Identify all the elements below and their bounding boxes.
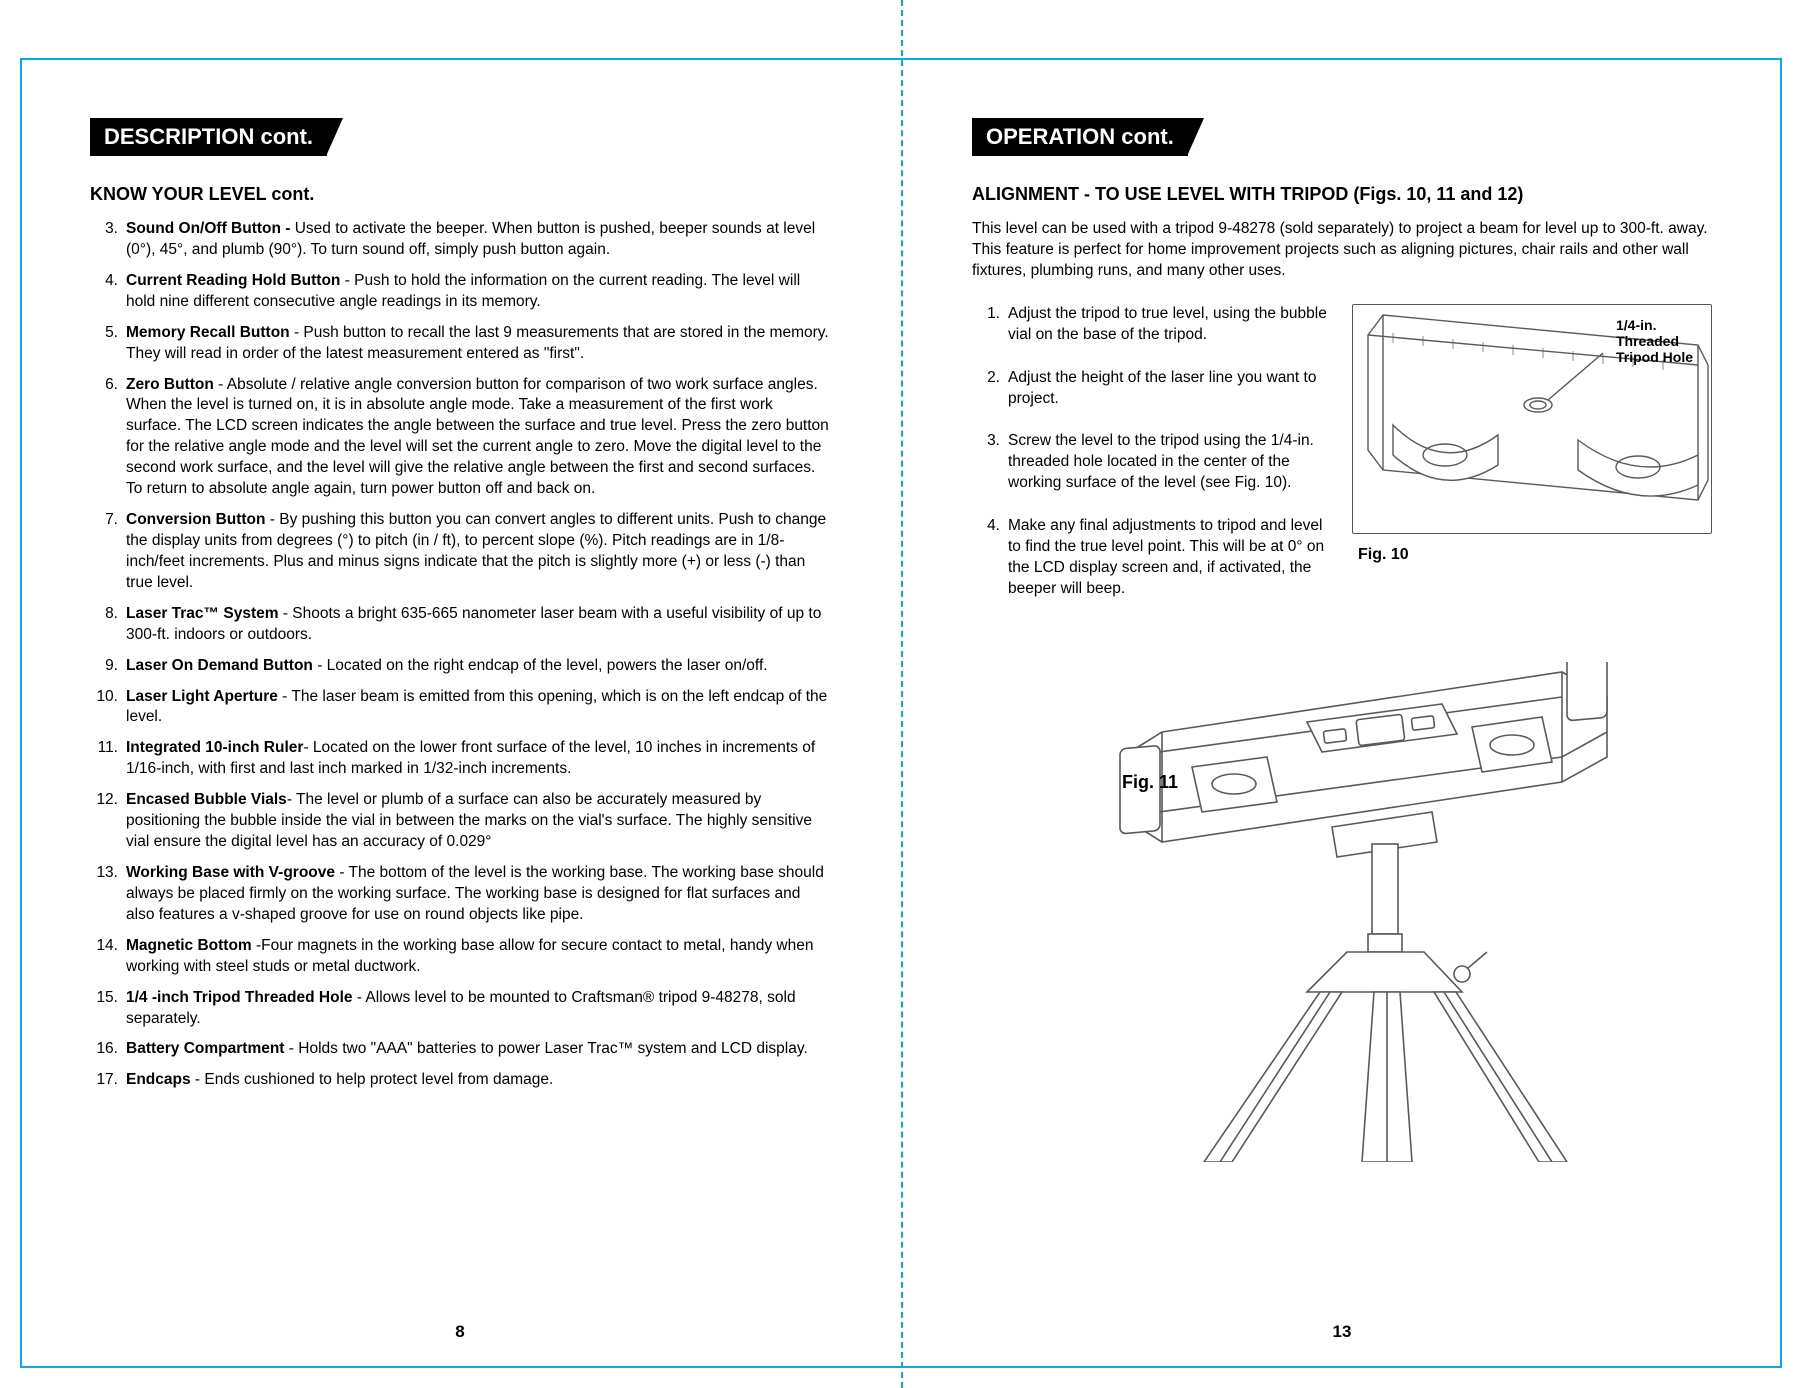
feature-item: 13.Working Base with V-groove - The bott… xyxy=(90,863,830,926)
feature-item: 7.Conversion Button - By pushing this bu… xyxy=(90,510,830,594)
figure-10: 1/4-in. Threaded Tripod Hole xyxy=(1352,304,1712,534)
item-body: - Ends cushioned to help protect level f… xyxy=(191,1071,554,1088)
fig11-caption: Fig. 11 xyxy=(1122,772,1178,793)
section-header-right: OPERATION cont. xyxy=(972,118,1188,156)
fig10-annot-1: 1/4-in. xyxy=(1616,317,1656,333)
feature-item: 14.Magnetic Bottom -Four magnets in the … xyxy=(90,936,830,978)
step-item: 2. Adjust the height of the laser line yo… xyxy=(972,368,1332,410)
feature-item: 16. Battery Compartment - Holds two "AAA"… xyxy=(90,1039,830,1060)
item-number: 17. xyxy=(90,1070,118,1091)
item-term: Laser Light Aperture xyxy=(126,688,278,705)
step-item: 4. Make any final adjustments to tripod a… xyxy=(972,516,1332,600)
item-term: Sound On/Off Button - xyxy=(126,220,295,237)
item-term: Current Reading Hold Button xyxy=(126,272,340,289)
page-number-left: 8 xyxy=(20,1322,900,1342)
step-body: Adjust the height of the laser line you … xyxy=(1008,369,1316,407)
feature-item: 11.Integrated 10-inch Ruler- Located on … xyxy=(90,738,830,780)
feature-item: 6. Zero Button - Absolute / relative angl… xyxy=(90,375,830,501)
fig10-caption: Fig. 10 xyxy=(1358,546,1409,564)
feature-item: 17. Endcaps - Ends cushioned to help prot… xyxy=(90,1070,830,1091)
item-number: 11. xyxy=(90,738,118,759)
step-item: 1. Adjust the tripod to true level, using… xyxy=(972,304,1332,346)
right-page: OPERATION cont. ALIGNMENT - TO USE LEVEL… xyxy=(902,58,1782,1368)
item-term: Working Base with V-groove xyxy=(126,864,335,881)
item-term: Endcaps xyxy=(126,1071,191,1088)
feature-item: 4.Current Reading Hold Button - Push to … xyxy=(90,271,830,313)
item-term: Laser On Demand Button xyxy=(126,657,313,674)
item-number: 13. xyxy=(90,863,118,884)
fig10-annot-3: Tripod Hole xyxy=(1616,349,1693,365)
item-number: 9. xyxy=(90,656,118,677)
item-number: 10. xyxy=(90,687,118,708)
item-term: Battery Compartment xyxy=(126,1040,284,1057)
figure-11-svg xyxy=(1062,662,1622,1162)
page-number-right: 13 xyxy=(902,1322,1782,1342)
item-number: 7. xyxy=(90,510,118,531)
item-body: - Holds two "AAA" batteries to power Las… xyxy=(284,1040,807,1057)
item-term: Laser Trac™ System xyxy=(126,605,279,622)
item-number: 14. xyxy=(90,936,118,957)
item-number: 3. xyxy=(90,219,118,240)
feature-item: 9. Laser On Demand Button - Located on th… xyxy=(90,656,830,677)
item-number: 15. xyxy=(90,988,118,1009)
step-number: 1. xyxy=(972,304,1000,325)
item-body: - Absolute / relative angle conversion b… xyxy=(126,376,829,498)
figure-10-box: 1/4-in. Threaded Tripod Hole Fig. 10 xyxy=(1352,304,1712,534)
item-term: Integrated 10-inch Ruler xyxy=(126,739,303,756)
item-body: - Located on the right endcap of the lev… xyxy=(313,657,768,674)
item-number: 6. xyxy=(90,375,118,396)
item-number: 16. xyxy=(90,1039,118,1060)
fig10-annot-2: Threaded xyxy=(1616,333,1679,349)
feature-list: 3.Sound On/Off Button - Used to activate… xyxy=(90,219,830,1091)
intro-paragraph: This level can be used with a tripod 9-4… xyxy=(972,219,1712,282)
fig10-annotation: 1/4-in. Threaded Tripod Hole xyxy=(1616,317,1693,365)
item-term: Magnetic Bottom xyxy=(126,937,252,954)
item-term: Conversion Button xyxy=(126,511,266,528)
step-body: Make any final adjustments to tripod and… xyxy=(1008,517,1324,597)
item-number: 8. xyxy=(90,604,118,625)
step-number: 4. xyxy=(972,516,1000,537)
alignment-steps: 1. Adjust the tripod to true level, using… xyxy=(972,304,1332,622)
item-term: 1/4 -inch Tripod Threaded Hole xyxy=(126,989,353,1006)
step-body: Screw the level to the tripod using the … xyxy=(1008,432,1314,491)
item-number: 4. xyxy=(90,271,118,292)
item-number: 5. xyxy=(90,323,118,344)
feature-item: 8.Laser Trac™ System - Shoots a bright 6… xyxy=(90,604,830,646)
step-body: Adjust the tripod to true level, using t… xyxy=(1008,305,1327,343)
feature-item: 12.Encased Bubble Vials- The level or pl… xyxy=(90,790,830,853)
feature-item: 15.1/4 -inch Tripod Threaded Hole - Allo… xyxy=(90,988,830,1030)
subheading-right: ALIGNMENT - TO USE LEVEL WITH TRIPOD (Fi… xyxy=(972,184,1712,205)
left-page: DESCRIPTION cont. KNOW YOUR LEVEL cont. … xyxy=(20,58,900,1368)
item-term: Memory Recall Button xyxy=(126,324,290,341)
feature-item: 5.Memory Recall Button - Push button to … xyxy=(90,323,830,365)
item-term: Zero Button xyxy=(126,376,214,393)
figure-11-box: Fig. 11 xyxy=(972,662,1712,1162)
feature-item: 3.Sound On/Off Button - Used to activate… xyxy=(90,219,830,261)
section-header-left: DESCRIPTION cont. xyxy=(90,118,327,156)
subheading-left: KNOW YOUR LEVEL cont. xyxy=(90,184,830,205)
item-number: 12. xyxy=(90,790,118,811)
step-number: 2. xyxy=(972,368,1000,389)
feature-item: 10.Laser Light Aperture - The laser beam… xyxy=(90,687,830,729)
step-number: 3. xyxy=(972,431,1000,452)
step-item: 3. Screw the level to the tripod using th… xyxy=(972,431,1332,494)
item-term: Encased Bubble Vials xyxy=(126,791,287,808)
